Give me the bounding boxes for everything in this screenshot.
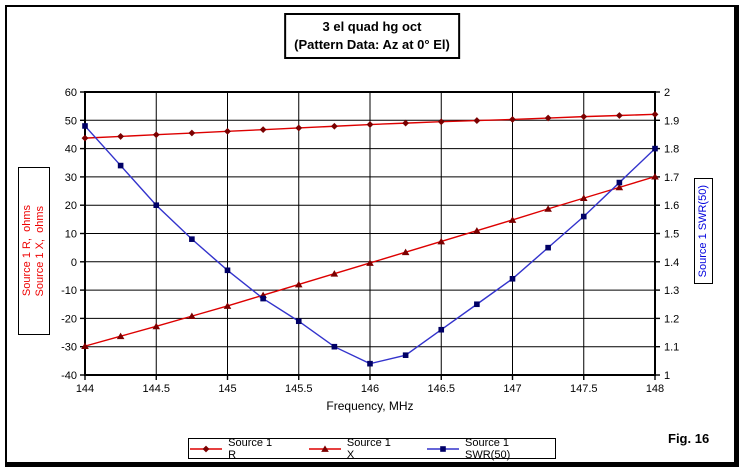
svg-text:1.1: 1.1: [664, 342, 679, 354]
legend-label: Source 1 SWR(50): [465, 436, 511, 461]
svg-text:1.5: 1.5: [664, 229, 679, 241]
x-axis-label: Frequency, MHz: [326, 399, 414, 413]
chart-title-box: 3 el quad hg oct (Pattern Data: Az at 0°…: [284, 13, 460, 60]
svg-text:50: 50: [65, 115, 77, 127]
legend-item-source-1-r: Source 1 R: [189, 437, 282, 461]
svg-text:1.8: 1.8: [664, 144, 679, 156]
svg-text:1.3: 1.3: [664, 285, 679, 297]
svg-text:-20: -20: [61, 313, 77, 325]
left-axis-label-box: Source 1 R, ohms Source 1 X, ohms: [18, 167, 51, 335]
left-axis-label-x: Source 1 X, ohms: [34, 205, 47, 297]
svg-text:1.4: 1.4: [664, 257, 679, 269]
series-source-1-x: [81, 173, 659, 350]
svg-text:1.7: 1.7: [664, 172, 679, 184]
right-axis-label: Source 1 SWR(50): [697, 184, 709, 278]
svg-text:40: 40: [65, 144, 77, 156]
svg-text:0: 0: [71, 257, 77, 269]
legend-swatch-triangle-icon: [308, 444, 341, 452]
legend-box: Source 1 R Source 1 X Source 1 SWR(50): [188, 437, 556, 461]
series-source-1-r: [81, 110, 659, 142]
legend-label: Source 1 X: [346, 436, 391, 461]
svg-text:1.6: 1.6: [664, 200, 679, 212]
svg-text:-30: -30: [61, 342, 77, 354]
series-source-1-swr-50-: [82, 123, 658, 367]
svg-text:20: 20: [65, 200, 77, 212]
legend-swatch-square-icon: [426, 445, 459, 452]
svg-text:-10: -10: [61, 285, 77, 297]
svg-text:144.5: 144.5: [142, 383, 170, 395]
svg-text:147: 147: [503, 383, 521, 395]
chart-title-line1: 3 el quad hg oct: [322, 19, 422, 34]
chart-title-line2: (Pattern Data: Az at 0° El): [294, 37, 450, 53]
svg-text:145: 145: [218, 383, 236, 395]
legend-swatch-diamond-icon: [190, 445, 222, 452]
right-axis-label-box: Source 1 SWR(50): [694, 178, 714, 284]
svg-text:1: 1: [664, 370, 670, 382]
svg-text:-40: -40: [61, 370, 77, 382]
legend-item-source-1-swr-50-: Source 1 SWR(50): [426, 437, 555, 461]
figure-number-label: Fig. 16: [668, 431, 710, 446]
svg-text:147.5: 147.5: [570, 383, 598, 395]
axis-tick-labels: 60 50 40 30 20 10 0 -10 -20 -30 -40 2 1.9 1.8 1.7 1.6 1.…: [61, 87, 679, 395]
svg-text:10: 10: [65, 229, 77, 241]
svg-text:146: 146: [361, 383, 379, 395]
left-axis-label-r: Source 1 R, ohms: [21, 205, 33, 297]
svg-text:1.2: 1.2: [664, 313, 679, 325]
svg-text:144: 144: [76, 383, 94, 395]
legend-item-source-1-x: Source 1 X: [308, 437, 400, 461]
svg-text:1.9: 1.9: [664, 115, 679, 127]
svg-text:148: 148: [646, 383, 664, 395]
svg-text:145.5: 145.5: [285, 383, 313, 395]
window-frame: [5, 5, 739, 467]
svg-text:146.5: 146.5: [427, 383, 455, 395]
svg-text:30: 30: [65, 172, 77, 184]
svg-text:2: 2: [664, 87, 670, 99]
svg-text:60: 60: [65, 87, 77, 99]
legend-label: Source 1 R: [228, 436, 273, 461]
